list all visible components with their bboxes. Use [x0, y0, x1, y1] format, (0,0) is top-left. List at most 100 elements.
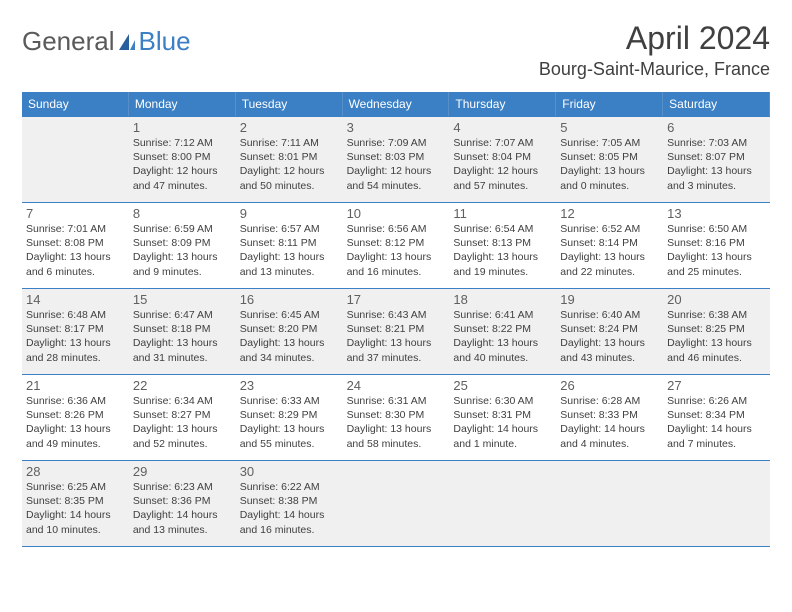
sunset-line: Sunset: 8:05 PM: [560, 150, 659, 164]
day-number: 1: [133, 120, 232, 135]
sunrise-line: Sunrise: 7:09 AM: [347, 136, 446, 150]
day-number: 4: [453, 120, 552, 135]
calendar-cell: 15Sunrise: 6:47 AMSunset: 8:18 PMDayligh…: [129, 288, 236, 374]
day-number: 20: [667, 292, 766, 307]
sunset-line: Sunset: 8:14 PM: [560, 236, 659, 250]
title-block: April 2024 Bourg-Saint-Maurice, France: [539, 20, 770, 80]
sunset-line: Sunset: 8:21 PM: [347, 322, 446, 336]
logo-text-general: General: [22, 26, 115, 57]
daylight1-line: Daylight: 14 hours: [667, 422, 766, 436]
daylight2-line: and 25 minutes.: [667, 265, 766, 279]
calendar-cell: 19Sunrise: 6:40 AMSunset: 8:24 PMDayligh…: [556, 288, 663, 374]
day-number: 24: [347, 378, 446, 393]
calendar-cell: 5Sunrise: 7:05 AMSunset: 8:05 PMDaylight…: [556, 116, 663, 202]
daylight1-line: Daylight: 13 hours: [667, 336, 766, 350]
calendar-cell: 16Sunrise: 6:45 AMSunset: 8:20 PMDayligh…: [236, 288, 343, 374]
day-number: 19: [560, 292, 659, 307]
calendar-cell: 28Sunrise: 6:25 AMSunset: 8:35 PMDayligh…: [22, 460, 129, 546]
daylight2-line: and 49 minutes.: [26, 437, 125, 451]
daylight2-line: and 13 minutes.: [240, 265, 339, 279]
daylight1-line: Daylight: 13 hours: [560, 336, 659, 350]
dow-header: Friday: [556, 92, 663, 116]
calendar-cell: 13Sunrise: 6:50 AMSunset: 8:16 PMDayligh…: [663, 202, 770, 288]
calendar-cell: 18Sunrise: 6:41 AMSunset: 8:22 PMDayligh…: [449, 288, 556, 374]
sunset-line: Sunset: 8:29 PM: [240, 408, 339, 422]
day-number: 27: [667, 378, 766, 393]
sunrise-line: Sunrise: 6:38 AM: [667, 308, 766, 322]
logo-text-blue: Blue: [139, 26, 191, 57]
sunset-line: Sunset: 8:20 PM: [240, 322, 339, 336]
daylight1-line: Daylight: 13 hours: [347, 422, 446, 436]
day-number: 21: [26, 378, 125, 393]
calendar-cell: 1Sunrise: 7:12 AMSunset: 8:00 PMDaylight…: [129, 116, 236, 202]
daylight1-line: Daylight: 13 hours: [453, 250, 552, 264]
calendar-cell: [22, 116, 129, 202]
calendar-cell: 29Sunrise: 6:23 AMSunset: 8:36 PMDayligh…: [129, 460, 236, 546]
daylight1-line: Daylight: 12 hours: [453, 164, 552, 178]
sunset-line: Sunset: 8:07 PM: [667, 150, 766, 164]
sunset-line: Sunset: 8:33 PM: [560, 408, 659, 422]
sunset-line: Sunset: 8:13 PM: [453, 236, 552, 250]
logo-sail-icon: [117, 32, 137, 52]
daylight2-line: and 10 minutes.: [26, 523, 125, 537]
sunrise-line: Sunrise: 7:11 AM: [240, 136, 339, 150]
day-number: 29: [133, 464, 232, 479]
daylight2-line: and 13 minutes.: [133, 523, 232, 537]
calendar-cell: 21Sunrise: 6:36 AMSunset: 8:26 PMDayligh…: [22, 374, 129, 460]
sunrise-line: Sunrise: 7:12 AM: [133, 136, 232, 150]
daylight2-line: and 34 minutes.: [240, 351, 339, 365]
sunrise-line: Sunrise: 6:57 AM: [240, 222, 339, 236]
dow-header: Saturday: [663, 92, 770, 116]
dow-header: Wednesday: [343, 92, 450, 116]
daylight1-line: Daylight: 13 hours: [560, 250, 659, 264]
day-number: 26: [560, 378, 659, 393]
sunset-line: Sunset: 8:25 PM: [667, 322, 766, 336]
month-title: April 2024: [539, 20, 770, 57]
sunrise-line: Sunrise: 7:05 AM: [560, 136, 659, 150]
dow-header: Sunday: [22, 92, 129, 116]
daylight1-line: Daylight: 13 hours: [133, 336, 232, 350]
calendar-cell: [449, 460, 556, 546]
daylight1-line: Daylight: 14 hours: [26, 508, 125, 522]
daylight2-line: and 55 minutes.: [240, 437, 339, 451]
sunrise-line: Sunrise: 6:40 AM: [560, 308, 659, 322]
day-number: 15: [133, 292, 232, 307]
sunset-line: Sunset: 8:16 PM: [667, 236, 766, 250]
daylight1-line: Daylight: 13 hours: [133, 250, 232, 264]
daylight1-line: Daylight: 14 hours: [133, 508, 232, 522]
calendar-cell: 17Sunrise: 6:43 AMSunset: 8:21 PMDayligh…: [343, 288, 450, 374]
sunrise-line: Sunrise: 6:34 AM: [133, 394, 232, 408]
sunrise-line: Sunrise: 6:50 AM: [667, 222, 766, 236]
calendar-cell: [556, 460, 663, 546]
sunset-line: Sunset: 8:30 PM: [347, 408, 446, 422]
sunset-line: Sunset: 8:04 PM: [453, 150, 552, 164]
calendar-cell: [663, 460, 770, 546]
sunrise-line: Sunrise: 6:47 AM: [133, 308, 232, 322]
daylight2-line: and 54 minutes.: [347, 179, 446, 193]
daylight1-line: Daylight: 13 hours: [347, 250, 446, 264]
calendar-cell: 4Sunrise: 7:07 AMSunset: 8:04 PMDaylight…: [449, 116, 556, 202]
calendar-cell: 12Sunrise: 6:52 AMSunset: 8:14 PMDayligh…: [556, 202, 663, 288]
sunrise-line: Sunrise: 6:33 AM: [240, 394, 339, 408]
sunrise-line: Sunrise: 6:41 AM: [453, 308, 552, 322]
sunset-line: Sunset: 8:35 PM: [26, 494, 125, 508]
daylight1-line: Daylight: 14 hours: [453, 422, 552, 436]
dow-header: Thursday: [449, 92, 556, 116]
sunset-line: Sunset: 8:17 PM: [26, 322, 125, 336]
daylight2-line: and 58 minutes.: [347, 437, 446, 451]
calendar-cell: 9Sunrise: 6:57 AMSunset: 8:11 PMDaylight…: [236, 202, 343, 288]
sunrise-line: Sunrise: 6:59 AM: [133, 222, 232, 236]
daylight2-line: and 31 minutes.: [133, 351, 232, 365]
calendar-cell: 11Sunrise: 6:54 AMSunset: 8:13 PMDayligh…: [449, 202, 556, 288]
sunset-line: Sunset: 8:03 PM: [347, 150, 446, 164]
daylight2-line: and 3 minutes.: [667, 179, 766, 193]
sunrise-line: Sunrise: 6:48 AM: [26, 308, 125, 322]
daylight1-line: Daylight: 13 hours: [26, 250, 125, 264]
day-number: 2: [240, 120, 339, 135]
sunset-line: Sunset: 8:27 PM: [133, 408, 232, 422]
sunrise-line: Sunrise: 6:31 AM: [347, 394, 446, 408]
calendar-cell: 30Sunrise: 6:22 AMSunset: 8:38 PMDayligh…: [236, 460, 343, 546]
sunset-line: Sunset: 8:09 PM: [133, 236, 232, 250]
day-number: 28: [26, 464, 125, 479]
daylight2-line: and 40 minutes.: [453, 351, 552, 365]
